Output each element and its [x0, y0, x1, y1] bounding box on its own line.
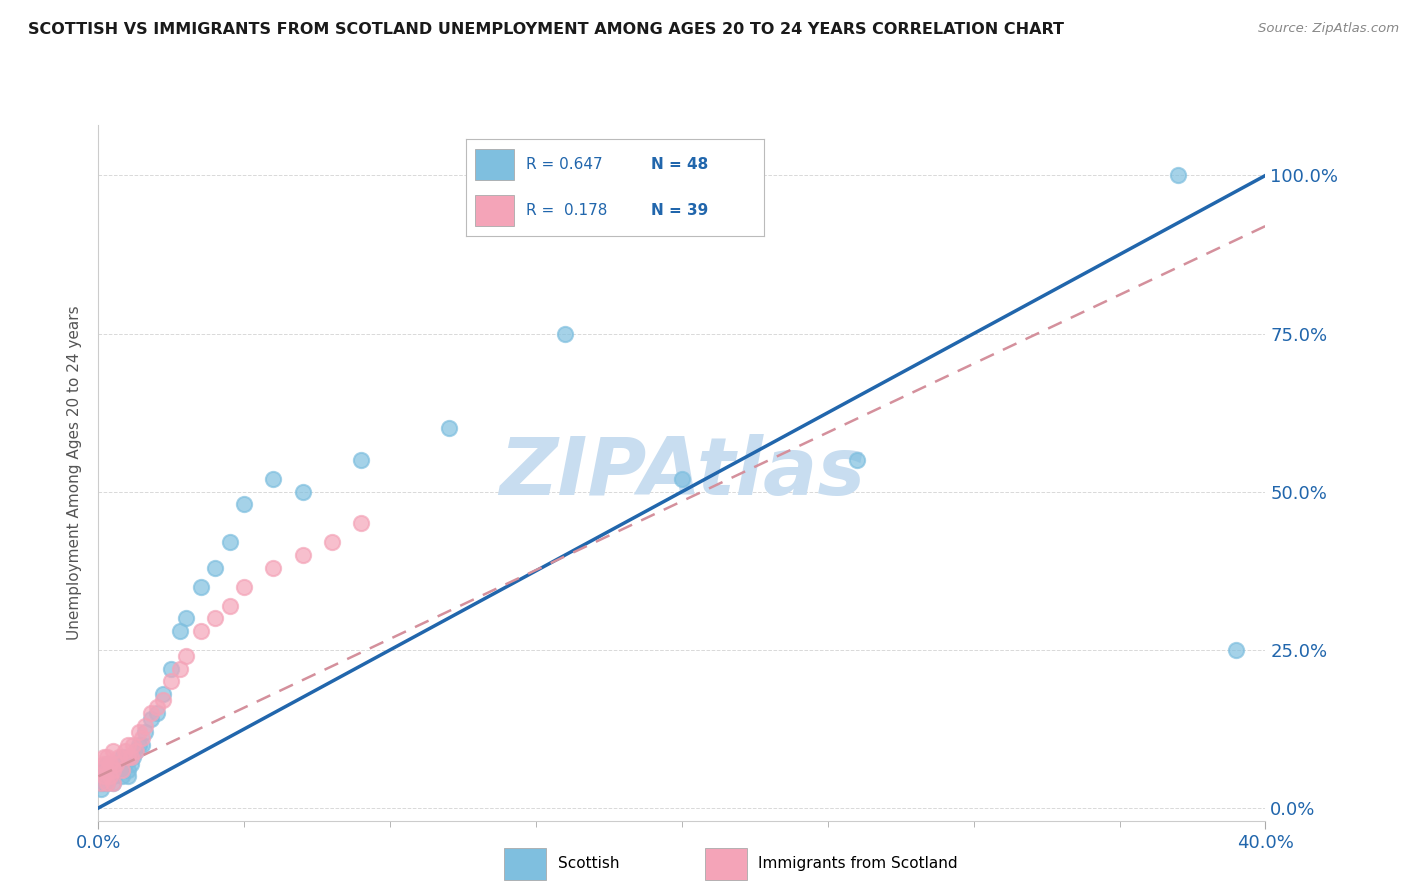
Point [101, 744, 124, 758]
Point [321, 535, 343, 549]
Point [671, 472, 693, 486]
Point [90, 782, 112, 797]
Text: Source: ZipAtlas.com: Source: ZipAtlas.com [1258, 22, 1399, 36]
Point [146, 706, 169, 720]
Point [152, 693, 174, 707]
Point [262, 560, 284, 574]
Point [114, 744, 136, 758]
Point [160, 662, 183, 676]
Point [101, 775, 124, 789]
Point [104, 756, 127, 771]
Point [96, 775, 118, 789]
Point [96, 763, 118, 777]
FancyBboxPatch shape [505, 848, 546, 880]
Text: Scottish: Scottish [558, 855, 619, 871]
Point [90, 775, 112, 789]
Point [111, 763, 134, 777]
Point [101, 769, 124, 783]
Point [117, 769, 139, 783]
Point [98, 763, 121, 777]
Point [111, 769, 134, 783]
Point [125, 744, 148, 758]
Point [262, 472, 284, 486]
Point [291, 484, 314, 499]
Point [146, 699, 169, 714]
Point [117, 750, 139, 764]
Point [174, 611, 197, 625]
Point [104, 756, 127, 771]
Point [134, 725, 156, 739]
Text: ZIPAtlas: ZIPAtlas [499, 434, 865, 512]
Point [96, 769, 118, 783]
Point [174, 649, 197, 664]
Point [90, 763, 112, 777]
Y-axis label: Unemployment Among Ages 20 to 24 years: Unemployment Among Ages 20 to 24 years [67, 305, 83, 640]
Point [122, 738, 145, 752]
Point [134, 719, 156, 733]
Point [98, 769, 121, 783]
Point [117, 750, 139, 764]
Point [128, 725, 150, 739]
Point [1225, 643, 1247, 657]
Point [93, 756, 115, 771]
Point [169, 662, 191, 676]
Point [93, 763, 115, 777]
Point [93, 769, 115, 783]
Point [845, 453, 868, 467]
Point [218, 535, 240, 549]
Point [117, 763, 139, 777]
Point [98, 769, 121, 783]
Point [93, 775, 115, 789]
Point [169, 624, 191, 638]
Point [96, 775, 118, 789]
Point [131, 738, 153, 752]
Point [204, 611, 226, 625]
Point [122, 750, 145, 764]
Point [554, 326, 576, 341]
Point [190, 580, 212, 594]
Point [139, 713, 162, 727]
Point [96, 750, 118, 764]
Point [96, 756, 118, 771]
Point [131, 731, 153, 746]
Point [101, 763, 124, 777]
Point [93, 769, 115, 783]
Point [93, 750, 115, 764]
Point [350, 516, 373, 531]
Point [120, 750, 142, 764]
Point [350, 453, 373, 467]
Point [204, 560, 226, 574]
Point [139, 706, 162, 720]
Point [125, 744, 148, 758]
Point [1167, 169, 1189, 183]
Point [90, 769, 112, 783]
Point [98, 756, 121, 771]
Point [101, 763, 124, 777]
Point [114, 756, 136, 771]
FancyBboxPatch shape [706, 848, 747, 880]
Point [128, 738, 150, 752]
Point [108, 750, 131, 764]
Text: Immigrants from Scotland: Immigrants from Scotland [758, 855, 957, 871]
Point [152, 687, 174, 701]
Point [291, 548, 314, 562]
Point [233, 580, 256, 594]
Point [218, 599, 240, 613]
Point [108, 763, 131, 777]
Point [90, 775, 112, 789]
Point [101, 775, 124, 789]
Point [190, 624, 212, 638]
Point [437, 421, 460, 435]
Point [111, 750, 134, 764]
Point [104, 763, 127, 777]
Point [117, 738, 139, 752]
Point [160, 674, 183, 689]
Point [120, 756, 142, 771]
Point [233, 497, 256, 511]
Text: SCOTTISH VS IMMIGRANTS FROM SCOTLAND UNEMPLOYMENT AMONG AGES 20 TO 24 YEARS CORR: SCOTTISH VS IMMIGRANTS FROM SCOTLAND UNE… [28, 22, 1064, 37]
